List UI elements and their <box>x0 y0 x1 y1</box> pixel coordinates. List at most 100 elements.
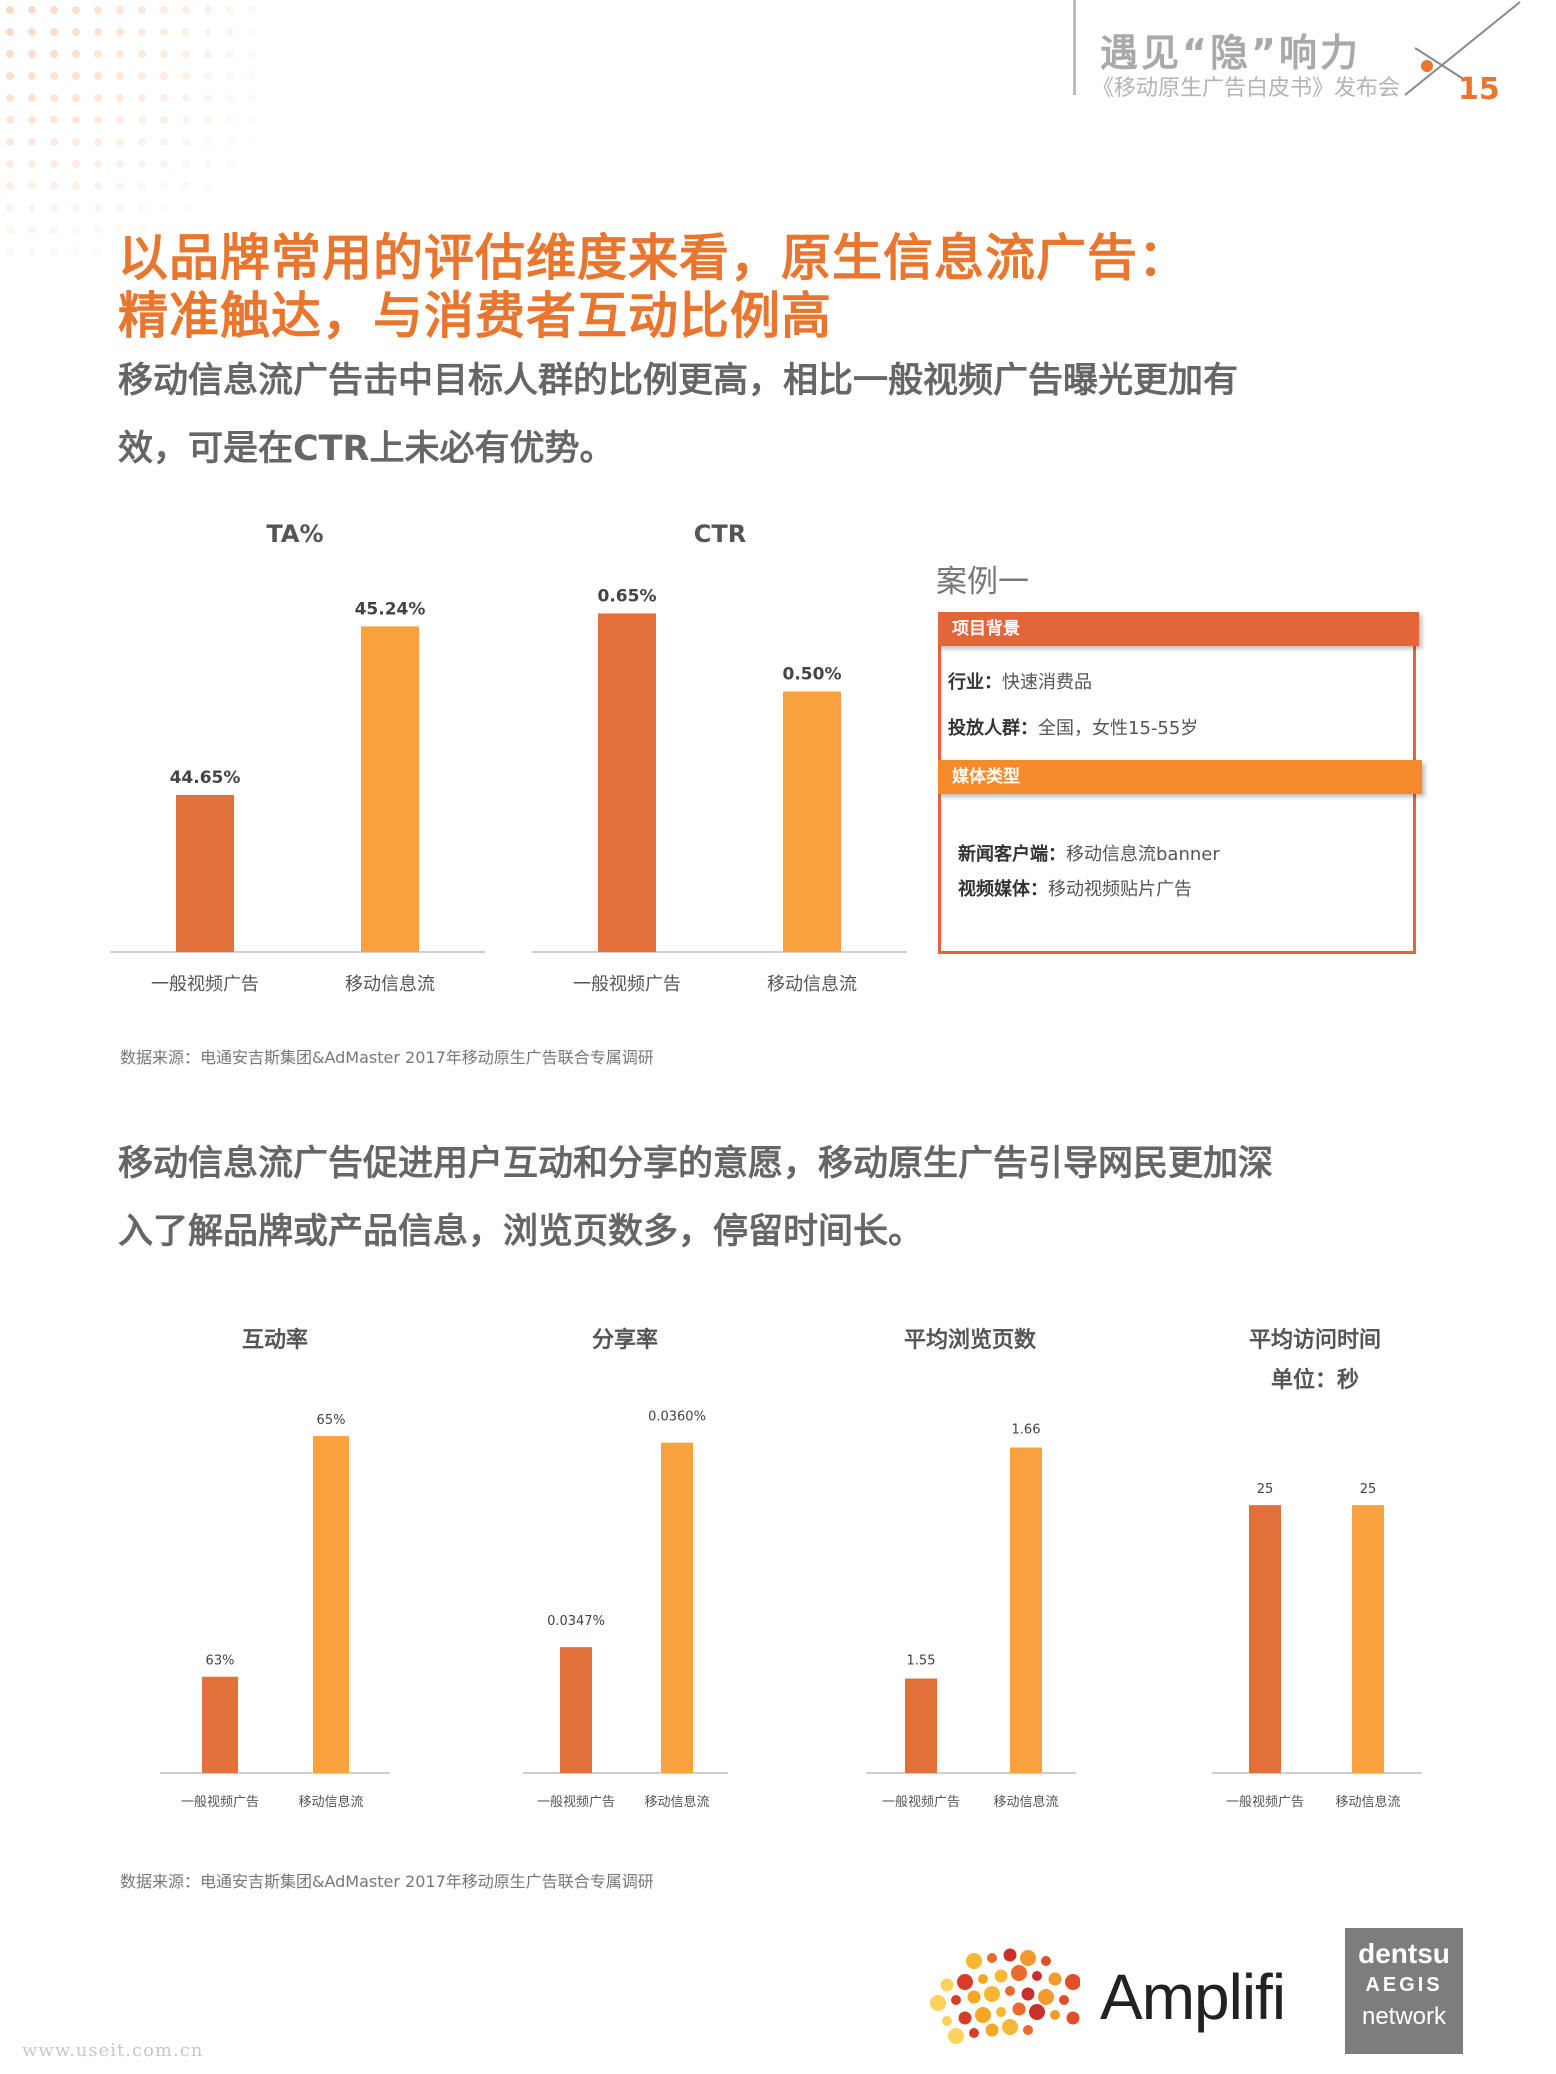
data-label-pages-0: 1.55 <box>907 1654 936 1669</box>
decorative-dot <box>6 226 14 234</box>
decorative-dot <box>116 50 124 58</box>
chart-share-rate: 0.0347% 一般视频广告 0.0360% 移动信息流 <box>523 1410 728 1810</box>
decorative-dot <box>182 94 190 102</box>
decorative-dot <box>204 6 212 14</box>
case-industry-label: 行业： <box>948 672 1002 693</box>
decorative-dot <box>50 138 58 146</box>
decorative-dot <box>138 182 146 190</box>
decorative-dot <box>6 182 14 190</box>
logo-ball <box>1011 1965 1027 1981</box>
chart-title-ctr: CTR <box>693 520 747 548</box>
decorative-dot <box>204 116 212 124</box>
decorative-dot <box>116 6 124 14</box>
logo-ball <box>967 1990 981 2004</box>
decorative-dot <box>182 116 190 124</box>
decorative-dot <box>72 160 80 168</box>
logo-ball <box>1050 2010 1060 2020</box>
decorative-dot <box>160 204 168 212</box>
decorative-dot <box>50 116 58 124</box>
decorative-dot <box>138 72 146 80</box>
category-label-ctr-1: 移动信息流 <box>767 974 857 995</box>
chart-interaction-rate: 63% 一般视频广告 65% 移动信息流 <box>160 1413 390 1810</box>
category-label-share-0: 一般视频广告 <box>537 1794 615 1810</box>
decorative-dot <box>50 226 58 234</box>
decorative-dot <box>138 6 146 14</box>
case-news-label: 新闻客户端： <box>958 844 1066 865</box>
bar-pages-1 <box>1010 1447 1042 1773</box>
decorative-dot <box>94 138 102 146</box>
decorative-dot <box>226 94 234 102</box>
decorative-dot <box>94 160 102 168</box>
data-label-share-1: 0.0360% <box>648 1410 706 1425</box>
chart-title-time: 平均访问时间 <box>1248 1328 1381 1353</box>
category-label-time-1: 移动信息流 <box>1335 1794 1400 1810</box>
logo-ball <box>1012 2002 1026 2016</box>
decorative-dot <box>116 160 124 168</box>
decorative-dot <box>248 72 256 80</box>
decorative-dot <box>226 160 234 168</box>
decorative-dot <box>6 72 14 80</box>
decorative-dot <box>248 116 256 124</box>
page-number: 15 <box>1458 72 1500 107</box>
bar-interact-0 <box>202 1676 238 1773</box>
case-video-media: 视频媒体：移动视频贴片广告 <box>958 875 1192 901</box>
decorative-dot <box>94 226 102 234</box>
decorative-dot <box>94 72 102 80</box>
decorative-dot <box>72 204 80 212</box>
chart-title-interact: 互动率 <box>241 1328 308 1353</box>
category-label-ctr-0: 一般视频广告 <box>573 974 681 995</box>
decorative-dot <box>28 50 36 58</box>
bar-share-0 <box>560 1647 592 1773</box>
logo-ball <box>1065 1974 1080 1990</box>
decorative-dot <box>72 72 80 80</box>
decorative-dot <box>138 94 146 102</box>
decorative-dot <box>160 116 168 124</box>
decorative-dot <box>116 248 124 256</box>
data-label-interact-0: 63% <box>206 1654 235 1669</box>
bar-pages-0 <box>905 1678 937 1773</box>
bar-time-1 <box>1352 1505 1384 1773</box>
decorative-dot <box>50 72 58 80</box>
chart-title-share: 分享率 <box>591 1328 658 1353</box>
case-audience-label: 投放人群： <box>948 718 1038 739</box>
logo-ball <box>985 2023 999 2037</box>
case-video-value: 移动视频贴片广告 <box>1048 879 1192 900</box>
decorative-dot <box>28 116 36 124</box>
category-label-share-1: 移动信息流 <box>644 1794 709 1810</box>
logo-ball <box>958 2011 972 2025</box>
logo-ball <box>942 2016 952 2026</box>
decorative-dot <box>226 28 234 36</box>
decorative-dot <box>204 182 212 190</box>
case-video-label: 视频媒体： <box>958 879 1048 900</box>
logo-ball <box>948 2028 964 2044</box>
decorative-dot <box>226 72 234 80</box>
case-section-project-background: 项目背景 <box>938 612 1419 646</box>
decorative-dot <box>116 138 124 146</box>
decorative-dot <box>94 182 102 190</box>
bar-interact-1 <box>313 1436 349 1773</box>
chart-avg-visit-time: 25 一般视频广告 25 移动信息流 <box>1212 1482 1422 1810</box>
headline-line-2: 精准触达，与消费者互动比例高 <box>118 287 832 345</box>
chart-ta: 44.65% 一般视频广告 45.24% 移动信息流 <box>110 599 485 995</box>
data-label-share-0: 0.0347% <box>547 1614 605 1629</box>
decorative-dot <box>72 226 80 234</box>
decorative-dot <box>50 204 58 212</box>
case-industry: 行业：快速消费品 <box>948 668 1092 694</box>
logo-ball <box>1066 2011 1080 2025</box>
decorative-dot <box>72 138 80 146</box>
data-source-2: 数据来源：电通安吉斯集团&AdMaster 2017年移动原生广告联合专属调研 <box>120 1872 654 1891</box>
section2-text-line-1: 移动信息流广告促进用户互动和分享的意愿，移动原生广告引导网民更加深 <box>118 1144 1274 1184</box>
case-audience: 投放人群：全国，女性15-55岁 <box>948 714 1198 740</box>
amplifi-logo-icon <box>930 1948 1080 2044</box>
category-label-pages-0: 一般视频广告 <box>882 1794 960 1810</box>
decorative-dot <box>6 94 14 102</box>
decorative-dot <box>204 72 212 80</box>
decorative-dot <box>160 138 168 146</box>
decorative-dot <box>28 248 36 256</box>
decorative-dot <box>28 28 36 36</box>
data-label-ctr-1: 0.50% <box>783 665 842 685</box>
decorative-dot <box>94 28 102 36</box>
decorative-dot <box>226 6 234 14</box>
decorative-dot <box>6 116 14 124</box>
decorative-dot <box>160 160 168 168</box>
